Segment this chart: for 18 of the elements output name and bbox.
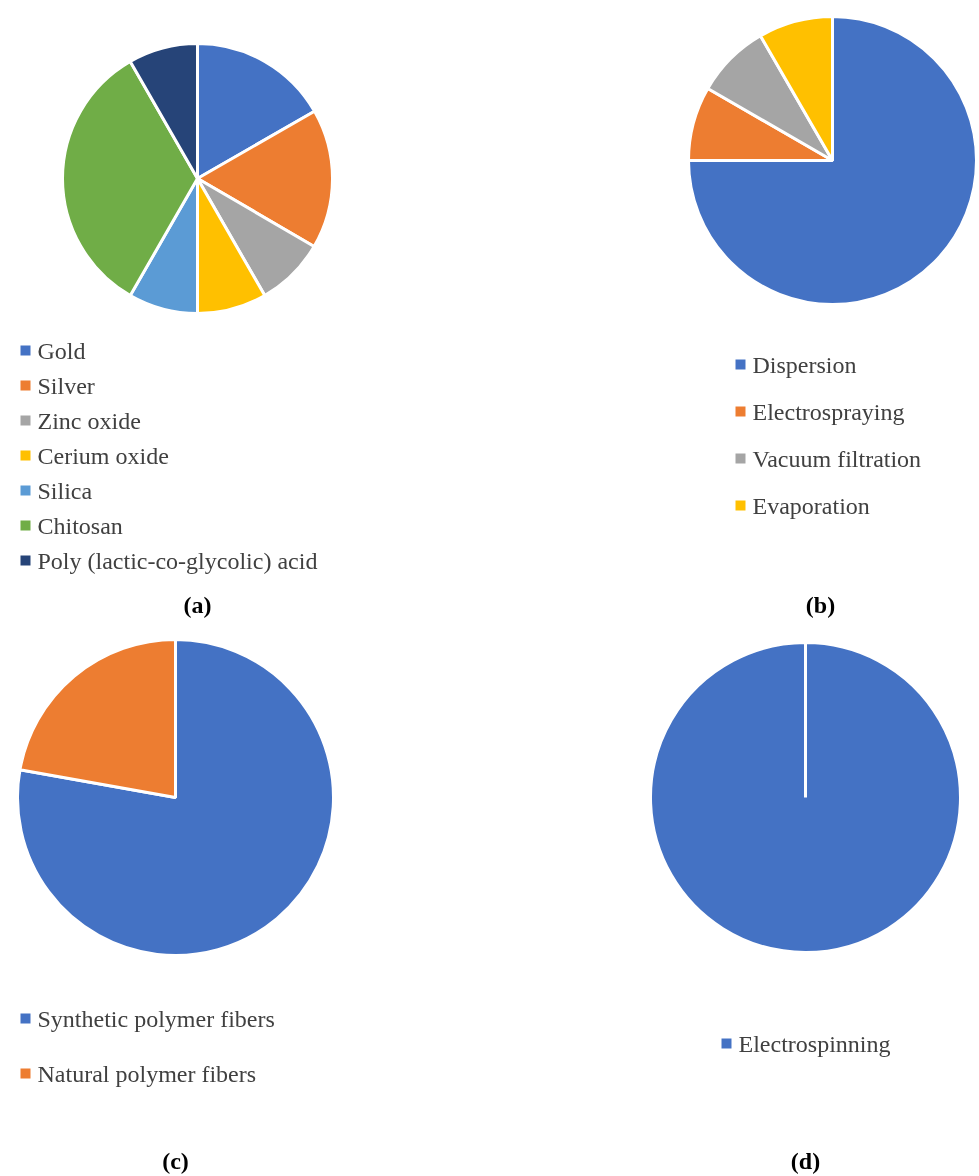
legend-label: Electrospinning [738,1030,891,1057]
legend-label: Vacuum filtration [752,445,922,472]
legend-label: Evaporation [752,492,870,519]
legend-label: Natural polymer fibers [37,1060,257,1087]
legend-label: Poly (lactic-co-glycolic) acid [37,547,318,574]
text: (c) [162,1147,189,1174]
text: (d) [790,1147,821,1174]
text: (a) [183,591,212,618]
legend-label: Zinc oxide [37,407,141,434]
text: (b) [805,591,836,618]
legend-label: Electrospraying [752,398,905,425]
legend-label: Chitosan [37,512,123,539]
legend-label: Dispersion [752,351,857,378]
legend-label: Synthetic polymer fibers [37,1005,275,1032]
legend-label: Cerium oxide [37,442,169,469]
legend-label: Silver [37,372,95,399]
legend-label: Silica [37,477,93,504]
legend-label: Gold [37,337,86,364]
